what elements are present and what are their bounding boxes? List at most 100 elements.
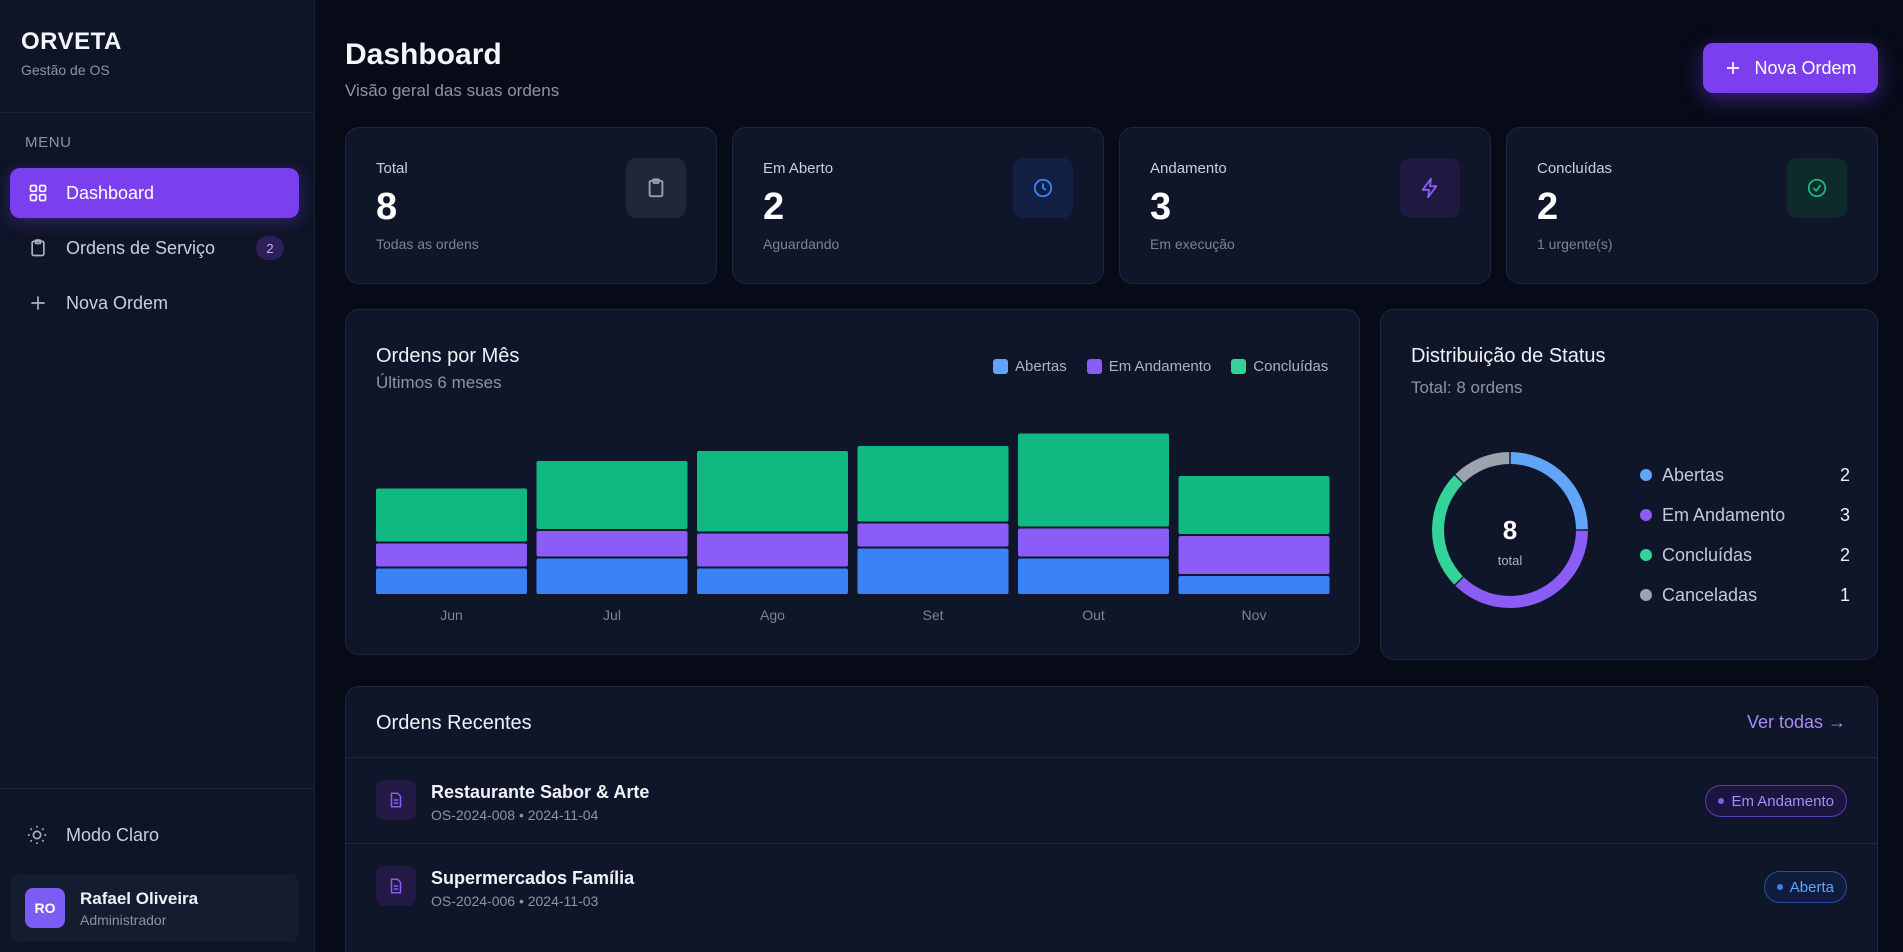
brand: ORVETA Gestão de OS: [21, 28, 122, 78]
status-title: Distribuição de Status: [1411, 345, 1606, 367]
bar-segment: [536, 558, 688, 594]
clock-icon: [1013, 158, 1073, 218]
donut-slice: [1455, 452, 1510, 483]
order-meta: OS-2024-008 • 2024-11-04: [431, 807, 599, 823]
status-badge-label: Aberta: [1789, 878, 1834, 896]
stat-desc: Todas as ordens: [376, 236, 479, 252]
donut-legend-label: Canceladas: [1662, 584, 1758, 605]
x-tick-label: Nov: [1242, 607, 1267, 623]
new-order-label: Nova Ordem: [1754, 57, 1857, 78]
bar-segment: [536, 461, 688, 529]
sidebar-item-label: Dashboard: [66, 182, 155, 203]
donut-legend-value: 2: [1839, 464, 1850, 485]
check-circle-icon: [1787, 158, 1847, 218]
table-row[interactable]: Restaurante Sabor & Arte OS-2024-008 • 2…: [346, 757, 1877, 843]
bolt-icon: [1400, 158, 1460, 218]
x-tick-label: Jun: [440, 607, 463, 623]
stat-desc: Aguardando: [763, 236, 840, 252]
donut-slice: [1510, 452, 1588, 530]
donut-legend-label: Abertas: [1662, 464, 1725, 485]
sidebar: ORVETA Gestão de OS MENU Dashboard Orden…: [0, 0, 315, 952]
recent-orders-card: [345, 686, 1878, 952]
donut-legend-label: Concluídas: [1662, 544, 1753, 565]
bar-segment: [697, 533, 848, 567]
stat-value: 2: [763, 186, 785, 228]
stat-desc: 1 urgente(s): [1537, 236, 1613, 252]
brand-subtitle: Gestão de OS: [21, 62, 110, 78]
view-all-link[interactable]: Ver todas →: [1747, 712, 1847, 732]
recent-title: Ordens Recentes: [376, 712, 532, 734]
bar-segment: [1178, 576, 1330, 594]
stat-label: Total: [376, 160, 408, 177]
stat-value: 8: [376, 186, 398, 228]
status-badge: Aberta: [1763, 871, 1847, 903]
bar-segment: [857, 548, 1009, 594]
donut-legend-item: Canceladas 1: [1640, 575, 1850, 615]
order-name: Restaurante Sabor & Arte: [431, 782, 650, 802]
stat-card-concluidas: Concluídas 2 1 urgente(s): [1506, 127, 1878, 284]
brand-title: ORVETA: [21, 28, 122, 55]
status-badge-label: Em Andamento: [1731, 792, 1834, 810]
x-tick-label: Out: [1082, 607, 1105, 623]
theme-toggle[interactable]: Modo Claro: [10, 810, 299, 860]
stat-desc: Em execução: [1150, 236, 1235, 252]
bar-segment: [536, 531, 688, 557]
bar-segment: [376, 488, 527, 542]
count-badge: 2: [256, 236, 284, 260]
sidebar-item-nova-ordem[interactable]: Nova Ordem: [10, 278, 299, 328]
status-distribution-card: [1380, 309, 1878, 660]
page-title: Dashboard: [345, 38, 502, 71]
stat-card-em-aberto: Em Aberto 2 Aguardando: [732, 127, 1104, 284]
donut-legend: Abertas 2 Em Andamento 3 Concluídas 2 Cance…: [1640, 455, 1850, 615]
sun-icon: [27, 825, 47, 845]
sidebar-item-ordens[interactable]: Ordens de Serviço 2: [10, 223, 299, 273]
bar-segment: [376, 543, 527, 567]
page-subtitle: Visão geral das suas ordens: [345, 81, 560, 100]
x-tick-label: Ago: [760, 607, 785, 623]
x-tick-label: Jul: [603, 607, 621, 623]
bar-segment: [1018, 558, 1169, 594]
bar-segment: [1018, 433, 1169, 527]
legend-label: Abertas: [1015, 358, 1067, 375]
legend-item: Abertas: [993, 358, 1067, 375]
stat-card-andamento: Andamento 3 Em execução: [1119, 127, 1491, 284]
clipboard-icon: [31, 239, 45, 257]
sidebar-item-dashboard[interactable]: Dashboard: [10, 168, 299, 218]
stat-label: Em Aberto: [763, 160, 834, 177]
bar-segment: [697, 568, 848, 594]
donut-legend-value: 3: [1839, 504, 1850, 525]
bar-segment: [1178, 536, 1330, 574]
donut-center-value: 8: [1503, 515, 1517, 545]
sidebar-item-label: Nova Ordem: [66, 292, 169, 313]
clipboard-icon: [626, 158, 686, 218]
file-icon: [376, 780, 416, 820]
donut-slice: [1455, 530, 1588, 608]
donut-center-label: total: [1498, 553, 1523, 568]
bar-segment: [857, 523, 1009, 547]
x-tick-label: Set: [922, 607, 943, 623]
bar-chart: Jun Jul Ago Set Out Nov: [376, 433, 1330, 623]
theme-toggle-label: Modo Claro: [66, 824, 160, 845]
grid-icon: [29, 184, 47, 202]
plus-icon: [31, 296, 45, 310]
status-badge: Em Andamento: [1705, 785, 1847, 817]
new-order-button[interactable]: Nova Ordem: [1703, 43, 1878, 93]
table-row[interactable]: Supermercados Família OS-2024-006 • 2024…: [346, 843, 1877, 929]
user-role: Administrador: [80, 911, 167, 928]
bar-segment: [857, 446, 1009, 522]
legend-item: Em Andamento: [1086, 358, 1212, 375]
stat-label: Andamento: [1150, 160, 1227, 177]
sidebar-divider: [0, 112, 314, 113]
user-name: Rafael Oliveira: [80, 888, 199, 908]
user-card[interactable]: RO Rafael Oliveira Administrador: [10, 874, 299, 942]
sidebar-divider: [0, 788, 314, 789]
donut-slice: [1432, 475, 1463, 585]
chart-subtitle: Últimos 6 meses: [376, 373, 502, 392]
bar-segment: [1178, 476, 1330, 534]
menu-label: MENU: [25, 134, 72, 151]
bar-segment: [376, 568, 527, 594]
donut-legend-value: 2: [1839, 544, 1850, 565]
legend-label: Em Andamento: [1108, 358, 1212, 375]
chart-legend: Abertas Em Andamento Concluídas: [993, 358, 1328, 375]
bar-segment: [697, 451, 848, 532]
